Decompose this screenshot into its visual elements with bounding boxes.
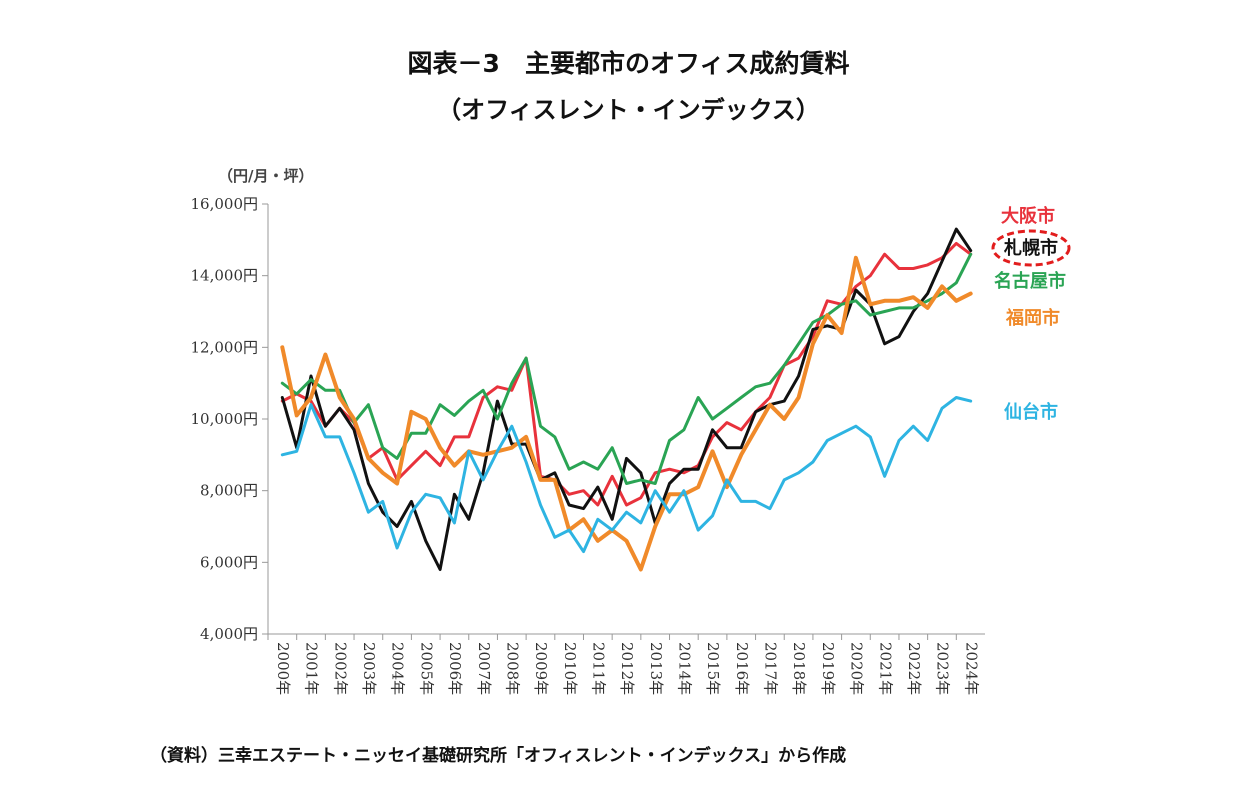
series-line-4 [280, 396, 973, 554]
y-axis-unit-label: （円/月・坪） [218, 167, 313, 185]
x-tick-label: 2017年 [762, 642, 780, 695]
series-line-3 [280, 255, 973, 572]
x-tick-label: 2003年 [360, 642, 378, 695]
y-tick-label: 12,000円 [191, 338, 259, 356]
x-tick-label: 2001年 [303, 642, 321, 695]
x-tick-label: 2023年 [934, 642, 952, 695]
x-tick-label: 2002年 [331, 642, 349, 695]
series-label-0: 大阪市 [1001, 205, 1055, 227]
x-tick-label: 2018年 [790, 642, 808, 695]
y-tick-label: 16,000円 [191, 195, 259, 213]
axes: （円/月・坪） 4,000円 6,000円 8,000円 10,000円 12,000円 1… [191, 167, 985, 695]
x-tick-label: 2022年 [905, 642, 923, 695]
y-tick-label: 6,000円 [200, 553, 258, 571]
highlight-ellipse [991, 229, 1071, 267]
series-lines [280, 227, 973, 572]
x-tick-label: 2016年 [733, 642, 751, 695]
x-tick-label: 2012年 [618, 642, 636, 695]
x-tick-label: 2020年 [848, 642, 866, 695]
y-tick-label: 10,000円 [191, 410, 259, 428]
x-tick-label: 2019年 [819, 642, 837, 695]
x-tick-label: 2004年 [389, 642, 407, 695]
source-note: （資料）三幸エステート・ニッセイ基礎研究所「オフィスレント・インデックス」から作… [150, 746, 847, 766]
x-tick-label: 2005年 [417, 642, 435, 695]
x-tick-label: 2021年 [876, 642, 894, 695]
x-tick-label: 2007年 [475, 642, 493, 695]
series-label-1: 札幌市 [1003, 237, 1058, 259]
x-tick-label: 2009年 [532, 642, 550, 695]
chart-subtitle: （オフィスレント・インデックス） [437, 96, 820, 124]
series-line-2 [280, 252, 973, 485]
x-tick-label: 2006年 [446, 642, 464, 695]
x-tick-label: 2010年 [561, 642, 579, 695]
chart-title: 図表－3 主要都市のオフィス成約賃料 [407, 49, 850, 78]
y-tick-label: 14,000円 [191, 267, 259, 285]
x-tick-label: 2008年 [503, 642, 521, 695]
series-line-1 [280, 227, 973, 571]
x-tick-label: 2000年 [274, 642, 292, 695]
x-tick-label: 2015年 [704, 642, 722, 695]
x-tick-label: 2011年 [589, 642, 607, 695]
series-label-3: 福岡市 [1005, 307, 1060, 329]
series-line-0 [280, 241, 973, 507]
series-label-4: 仙台市 [1004, 401, 1058, 423]
y-tick-label: 8,000円 [200, 482, 258, 500]
y-tick-label: 4,000円 [200, 625, 258, 643]
x-tick-label: 2013年 [647, 642, 665, 695]
series-label-2: 名古屋市 [994, 270, 1066, 292]
x-tick-label: 2014年 [676, 642, 694, 695]
x-tick-label: 2024年 [962, 642, 980, 695]
